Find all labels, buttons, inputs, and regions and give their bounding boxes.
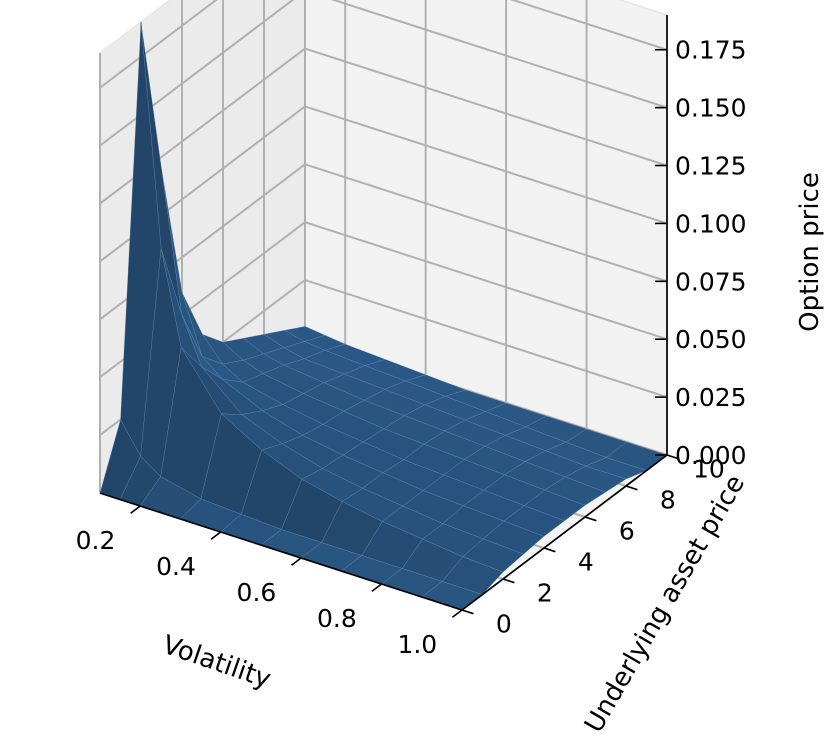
y-tick-label: 10 (693, 455, 725, 484)
gridline-z (330, 0, 668, 109)
gridline-z (99, 0, 218, 89)
y-tick-mark (584, 516, 597, 522)
x-tick-mark (451, 609, 463, 618)
gridline-z (509, 0, 668, 51)
x-tick-mark (210, 531, 222, 540)
gridline-z (304, 47, 668, 167)
gridline-z (99, 0, 295, 147)
z-tick-label: 0.100 (675, 209, 747, 238)
x-tick-label: 0.2 (76, 526, 116, 555)
gridline-z (304, 221, 668, 341)
x-axis-label: Volatility (159, 630, 275, 695)
x-tick-label: 0.6 (237, 578, 277, 607)
z-tick-label: 0.025 (675, 383, 747, 412)
x-tick-label: 0.4 (156, 552, 196, 581)
z-tick-label: 0.125 (675, 152, 747, 181)
gridline-z (304, 105, 668, 225)
gridline-z (304, 279, 668, 399)
x-tick-mark (291, 557, 302, 566)
y-tick-label: 0 (496, 610, 512, 639)
y-tick-mark (543, 547, 556, 553)
y-tick-label: 2 (537, 579, 553, 608)
surface (99, 21, 668, 611)
x-tick-mark (130, 505, 141, 514)
y-tick-mark (666, 454, 679, 460)
x-axis-line (99, 492, 463, 611)
z-tick-label: 0.075 (675, 267, 747, 296)
z-tick-label: 0.175 (675, 36, 747, 65)
z-tick-label: 0.150 (675, 94, 747, 123)
z-tick-label: 0.000 (675, 441, 747, 470)
x-tick-mark (371, 583, 383, 592)
y-tick-mark (461, 609, 474, 615)
y-tick-label: 8 (660, 486, 676, 515)
y-tick-mark (502, 578, 515, 584)
x-tick-label: 1.0 (397, 630, 437, 659)
gridline-z (304, 163, 668, 283)
y-tick-label: 6 (619, 517, 635, 546)
y-tick-mark (625, 485, 638, 491)
x-tick-label: 0.8 (317, 604, 357, 633)
y-tick-label: 4 (578, 548, 594, 577)
y-axis-line (461, 454, 668, 611)
z-tick-label: 0.050 (675, 325, 747, 354)
z-axis-label: Option price (795, 172, 825, 332)
